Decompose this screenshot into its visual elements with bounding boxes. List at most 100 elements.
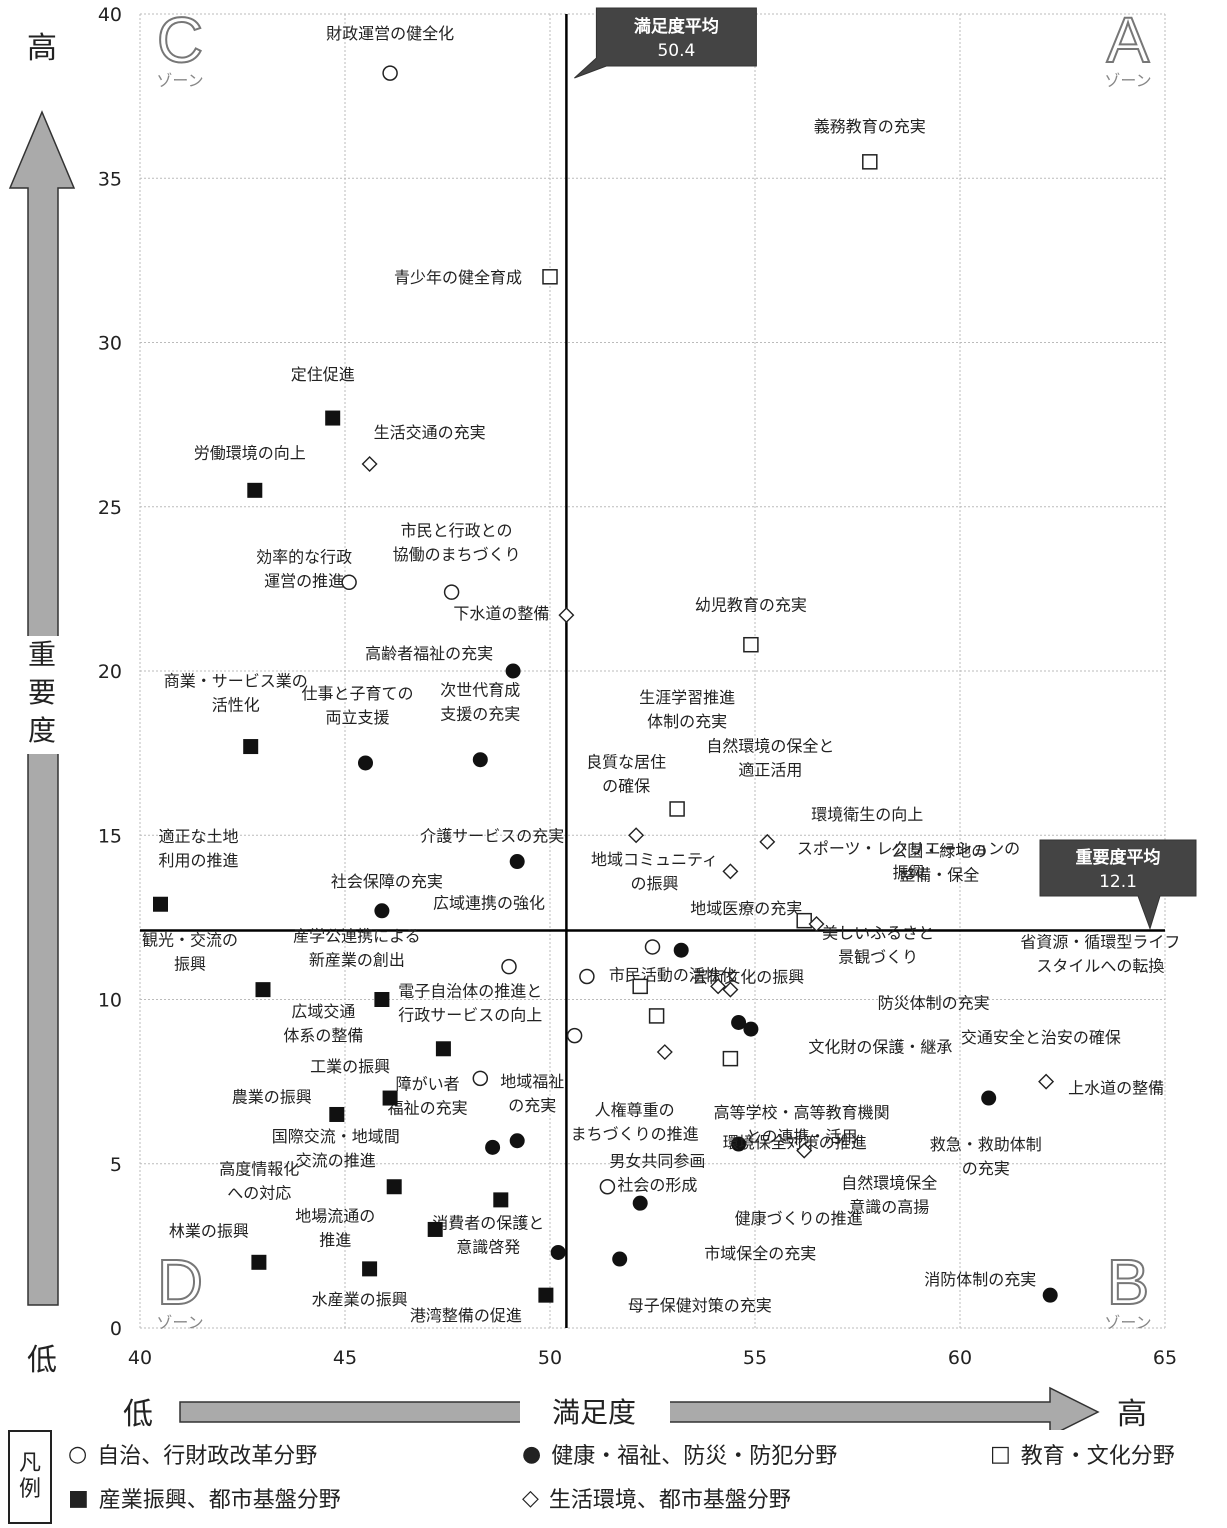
y-tick-label: 20 [98,661,122,683]
zone-suffix: ゾーン [156,71,203,90]
point-label: 電子自治体の推進と [398,981,542,1000]
point-open-diamond [722,863,739,880]
point-label: 上水道の整備 [1068,1079,1164,1098]
mean-importance-value: 12.1 [1099,872,1137,892]
point-label: 利用の推進 [158,851,238,870]
point-label: スタイルへの転換 [1036,957,1164,976]
y-axis-high: 高 [27,31,57,66]
point-open-square [743,636,759,653]
point-label: 体系の整備 [283,1026,363,1045]
legend-item-kenko: ● 健康・福祉、防災・防犯分野 [522,1438,837,1470]
point-open-circle [472,1070,489,1087]
point-filled-square [153,896,168,912]
point-label: 観光・交流の [142,931,238,950]
point-label: 生涯学習推進 [639,688,735,707]
legend-label: 産業振興、都市基盤分野 [98,1488,341,1513]
y-tick-label: 35 [98,168,122,190]
point-label: の振興 [630,874,678,893]
point-open-circle [599,1178,616,1195]
zone-letter-b: B [1107,1246,1150,1318]
point-label: 港湾整備の促進 [410,1306,522,1325]
point-label: 適正な土地 [158,827,238,846]
zone-suffix: ゾーン [156,1313,203,1332]
point-label: スポーツ・レクリエーションの [797,839,1020,858]
point-filled-circle [509,1133,525,1149]
point-label: 健康づくりの推進 [735,1209,863,1228]
point-filled-circle [509,854,525,870]
point-label: 高度情報化 [219,1160,299,1179]
point-label: 適正活用 [738,760,802,779]
point-label: 社会保障の充実 [331,872,443,891]
point-label: 国際交流・地域間 [272,1127,400,1146]
point-label: 高齢者福祉の充実 [365,644,493,663]
point-label: 定住促進 [291,365,355,384]
point-label: 広域連携の強化 [433,894,545,913]
point-label: 防災体制の充実 [878,993,990,1012]
y-tick-label: 40 [98,4,122,26]
legend-symbol-open-diamond: ◇ [522,1485,539,1511]
y-tick-label: 30 [98,333,122,355]
point-open-diamond [808,915,825,932]
point-filled-circle [612,1251,628,1267]
point-label: 活性化 [212,696,260,715]
x-axis-label: 満足度 [552,1396,636,1429]
point-filled-circle [731,1136,747,1152]
point-open-diamond [656,1044,673,1061]
legend-title-2: 例 [18,1477,41,1502]
point-label: 義務教育の充実 [814,117,926,136]
point-filled-circle [743,1021,759,1037]
point-label: 体制の充実 [647,712,727,731]
y-axis-label-char: 重 [28,638,56,671]
point-label: 交通安全と治安の確保 [961,1028,1121,1047]
point-label: 振興 [174,955,206,974]
point-filled-square [382,1090,398,1106]
point-filled-square [386,1179,402,1195]
point-label: の充実 [508,1096,556,1115]
point-label: の確保 [602,776,650,795]
zone-letter-c: C [157,4,203,76]
point-label: まちづくりの推進 [571,1125,699,1144]
point-open-circle [579,968,595,985]
point-label: 福祉の充実 [388,1098,468,1117]
point-label: 母子保健対策の充実 [628,1296,772,1315]
legend-title: 凡 例 [8,1430,52,1524]
point-label: 次世代育成 [440,681,520,700]
legend-symbol-open-circle: ○ [68,1441,88,1467]
point-label: 農業の振興 [232,1087,312,1106]
x-axis-high: 高 [1117,1397,1147,1430]
point-filled-circle [1042,1287,1058,1303]
zone-suffix: ゾーン [1104,1313,1151,1332]
legend-label: 教育・文化分野 [1020,1444,1175,1469]
point-filled-square [251,1254,267,1270]
x-tick-label: 50 [538,1347,562,1369]
mean-importance-label: 重要度平均 [1076,847,1161,868]
point-label: 下水道の整備 [453,604,549,623]
point-label: 地場流通の [295,1206,375,1225]
point-label: との連携・活用 [746,1127,858,1146]
point-filled-circle [632,1195,648,1211]
point-label: 新産業の創出 [309,951,405,970]
point-label: 男女共同参画 [609,1152,705,1171]
point-open-diamond [1038,1073,1055,1090]
x-tick-label: 65 [1153,1347,1177,1369]
point-filled-circle [505,663,521,679]
point-label: 美しいふるさと [822,923,934,942]
mean-satisfaction-callout [574,7,757,79]
y-tick-label: 25 [98,497,122,519]
point-open-circle [644,939,661,955]
point-label: 地域福祉 [500,1072,564,1091]
point-label: 協働のまちづくり [393,545,521,564]
y-tick-label: 15 [98,825,122,847]
point-label: 広域交通 [291,1002,355,1021]
point-label: 意識の高揚 [849,1198,929,1217]
point-open-square [722,1050,739,1067]
x-tick-label: 40 [128,1347,152,1369]
point-filled-square [325,410,341,426]
legend-symbol-open-square: □ [990,1441,1011,1467]
y-axis-label-bg [4,636,82,754]
point-label: 整備・保全 [899,866,979,885]
point-label: 工業の振興 [310,1057,390,1076]
y-tick-label: 5 [110,1154,122,1176]
point-open-diamond [796,1142,813,1159]
point-filled-circle [472,752,488,768]
